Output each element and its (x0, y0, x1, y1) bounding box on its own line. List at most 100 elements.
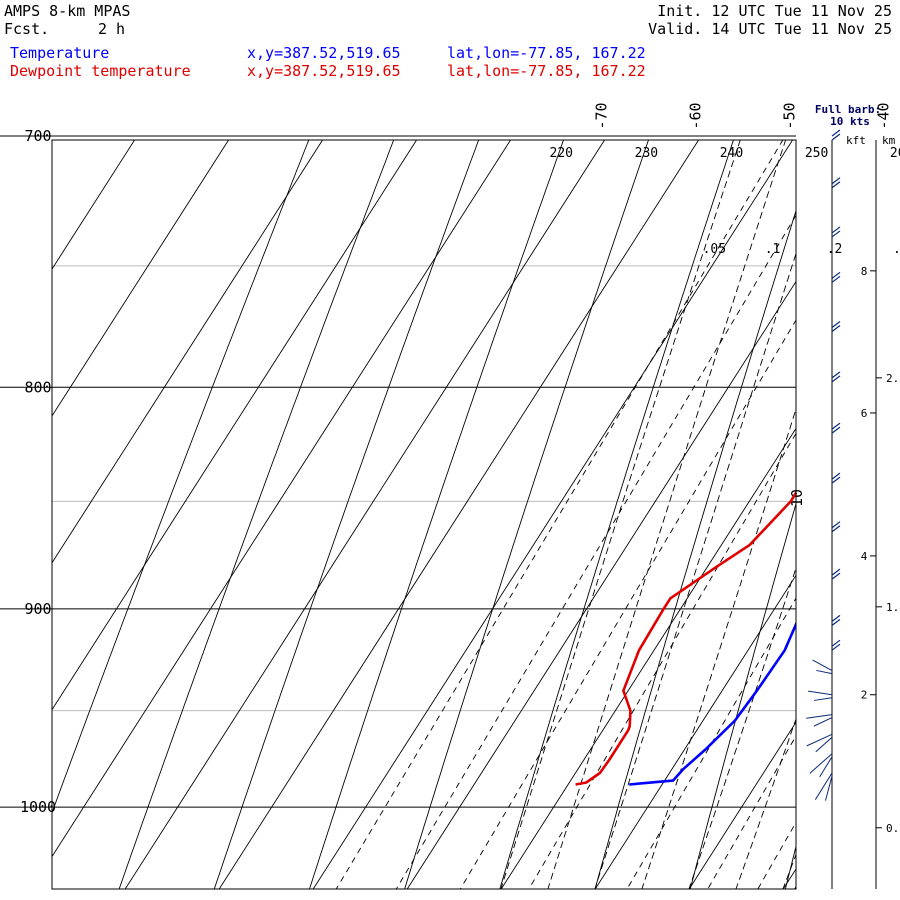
pressure-tick-label: 800 (24, 378, 51, 396)
dry-adiabat-label: 260 (890, 146, 900, 161)
legend-temperature-latlon: lat,lon=-77.85, 167.22 (447, 44, 646, 62)
moist-adiabat-line (877, 109, 900, 890)
wind-barb (831, 472, 841, 480)
dry-adiabat-label: 230 (635, 146, 658, 161)
moist-adiabat-line (830, 109, 900, 890)
wind-barb (815, 736, 833, 753)
wind-barb (831, 618, 841, 626)
isotherm-tick-label: -70 (593, 102, 611, 129)
wind-barb (831, 321, 841, 329)
dry-adiabat-label: 250 (805, 146, 828, 161)
mixing-ratio-line (707, 734, 796, 889)
legend-dewpoint-xy: x,y=387.52,519.65 (247, 62, 401, 80)
wind-barb (831, 275, 841, 283)
forecast-value: 2 h (98, 20, 126, 38)
isotherm-line (500, 427, 796, 889)
wind-barb (831, 422, 841, 430)
moist-adiabat-line (547, 140, 787, 889)
wind-barb (813, 717, 833, 727)
isotherm-line (52, 140, 418, 711)
kft-tick-label: 4 (861, 550, 868, 563)
wind-barb (831, 375, 841, 383)
dry-adiabat-line (594, 209, 796, 889)
dry-adiabat-line (52, 140, 310, 814)
wind-barb (831, 129, 841, 137)
forecast-label: Fcst. (4, 20, 50, 38)
moist-adiabat-line (500, 140, 741, 889)
isotherm-line (52, 140, 230, 417)
mixing-ratio-line (626, 597, 796, 889)
wind-barb (831, 226, 841, 234)
mixing-ratio-line (459, 319, 796, 889)
wind-barb (831, 133, 841, 141)
chart-grid (0, 109, 900, 899)
isotherm-line (688, 721, 796, 889)
dry-adiabat-line (404, 140, 649, 889)
isotherm-line (52, 140, 136, 270)
moist-adiabat-line (641, 407, 796, 889)
kft-tick-label: 6 (861, 407, 868, 420)
isotherm-line (0, 130, 47, 899)
mixing-ratio-label: .1 (765, 242, 781, 257)
km-axis-label: km (882, 134, 896, 147)
wind-barb (806, 733, 833, 747)
wind-barb (831, 271, 841, 279)
moist-adiabat-line (735, 717, 796, 889)
wind-barb (831, 230, 841, 238)
wind-barb (831, 614, 841, 622)
legend-dewpoint-label: Dewpoint temperature (10, 62, 191, 80)
mixing-ratio-label: .4 (893, 242, 900, 257)
dry-adiabat-label: 240 (720, 146, 743, 161)
wind-barb (816, 669, 833, 675)
barb-note-line1: Full barb: (815, 103, 881, 116)
wind-barb (831, 371, 841, 379)
kft-tick-label: 2 (861, 689, 868, 702)
km-tick-label: 0. (886, 822, 899, 835)
model-title: AMPS 8-km MPAS (4, 2, 131, 20)
isotherm-line (124, 140, 606, 889)
isotherm-line (52, 140, 512, 858)
temperature-profile-line (629, 621, 796, 786)
isotherm-tick-label: -60 (687, 102, 705, 129)
mixing-ratio-line (843, 130, 900, 898)
wind-barb (831, 181, 841, 189)
legend-dewpoint-latlon: lat,lon=-77.85, 167.22 (447, 62, 646, 80)
dry-adiabat-line (118, 140, 395, 889)
dry-adiabat-label: 220 (550, 146, 573, 161)
moist-adiabat-line (688, 566, 796, 889)
wind-barb (831, 426, 841, 434)
wind-barb (831, 476, 841, 484)
pressure-tick-label: 700 (24, 127, 51, 145)
wind-barb (831, 177, 841, 185)
wind-barb (814, 772, 833, 800)
wind-barb (831, 568, 841, 576)
mixing-ratio-label: .05 (703, 242, 726, 257)
mixing-ratio-line (528, 432, 796, 889)
km-tick-label: 1. (886, 601, 899, 614)
mixing-ratio-line (395, 214, 796, 889)
isotherm-line (594, 574, 796, 889)
mixing-ratio-label: .2 (827, 242, 843, 257)
chart-series (575, 490, 796, 786)
valid-time: Valid. 14 UTC Tue 11 Nov 25 (648, 20, 892, 38)
isotherm-tick-label: -40 (875, 102, 893, 129)
wind-barb (825, 775, 833, 801)
dry-adiabat-line (689, 502, 796, 889)
wind-barb (806, 714, 833, 719)
kft-tick-label: 8 (861, 265, 868, 278)
moist-adiabat-line (594, 252, 796, 889)
pressure-tick-label: 1000 (20, 798, 56, 816)
wind-barb (819, 756, 833, 778)
isotherm-line (52, 140, 324, 564)
isotherm-line (218, 140, 700, 889)
init-time: Init. 12 UTC Tue 11 Nov 25 (657, 2, 892, 20)
kft-axis-label: kft (846, 134, 866, 147)
dry-adiabat-line (499, 140, 734, 889)
wind-barb (808, 690, 833, 696)
barb-note-line2: 10 kts (830, 115, 870, 128)
wind-barb (831, 639, 841, 647)
wind-barb (809, 753, 833, 774)
wind-barb (812, 659, 833, 672)
wind-barb-column: 8 6 4 2 2. 1. 0. (806, 129, 899, 889)
legend-temperature-label: Temperature (10, 44, 110, 62)
